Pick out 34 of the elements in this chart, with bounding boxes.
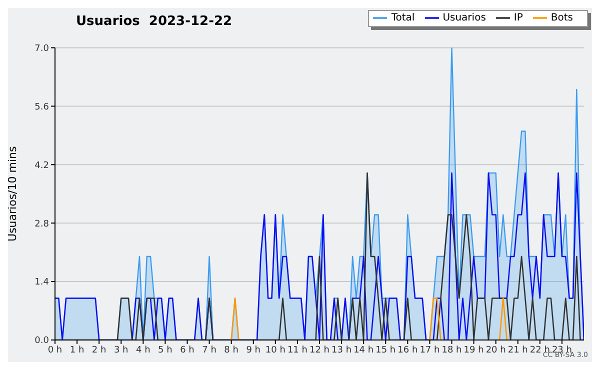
x-tick-label: 9 h xyxy=(246,345,261,356)
x-tick-label: 16 h xyxy=(398,345,418,356)
x-tick-label: 19 h xyxy=(464,345,484,356)
x-tick-label: 6 h xyxy=(180,345,194,356)
y-tick-label: 2.8 xyxy=(34,219,50,230)
x-tick-label: 10 h xyxy=(265,345,286,356)
x-tick-label: 11 h xyxy=(287,345,308,356)
legend-label: Usuarios xyxy=(442,12,486,24)
x-tick-label: 14 h xyxy=(354,345,374,356)
x-tick-label: 3 h xyxy=(114,345,128,356)
x-tick-label: 12 h xyxy=(309,345,330,356)
x-tick-label: 1 h xyxy=(70,345,84,356)
x-tick-label: 8 h xyxy=(224,345,238,356)
x-tick-label: 5 h xyxy=(158,345,172,356)
x-tick-label: 4 h xyxy=(136,345,150,356)
x-tick-label: 7 h xyxy=(202,345,216,356)
x-tick-label: 20 h xyxy=(486,345,506,356)
x-tick-label: 2 h xyxy=(92,345,106,356)
y-tick-label: 0.0 xyxy=(34,336,50,346)
x-tick-label: 0 h xyxy=(48,345,62,356)
x-tick-label: 15 h xyxy=(376,345,396,356)
x-tick-label: 17 h xyxy=(420,345,440,356)
y-tick-label: 4.2 xyxy=(34,160,49,171)
y-tick-label: 5.6 xyxy=(34,102,50,112)
x-tick-label: 18 h xyxy=(442,345,462,356)
y-tick-label: 1.4 xyxy=(34,278,50,288)
legend-label: Bots xyxy=(550,12,573,24)
x-tick-label: 21 h xyxy=(508,345,528,356)
y-tick-label: 7.0 xyxy=(34,44,50,54)
y-axis-title: Usuarios/10 mins xyxy=(6,146,19,242)
chart-title: Usuarios 2023-12-22 xyxy=(76,14,232,29)
legend-label: IP xyxy=(514,12,523,24)
x-tick-label: 13 h xyxy=(332,345,352,356)
legend-label: Total xyxy=(391,12,415,24)
